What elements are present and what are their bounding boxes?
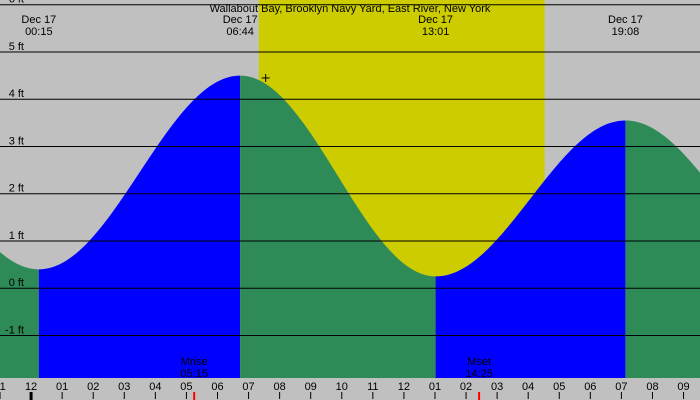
x-tick-label: 02 <box>87 381 99 393</box>
y-tick-label: 5 ft <box>9 41 24 53</box>
x-tick-label: 11 <box>0 381 6 393</box>
tide-event-time: 06:44 <box>226 26 254 38</box>
tide-event-date: Dec 17 <box>608 14 643 26</box>
x-tick-label: 10 <box>336 381 348 393</box>
midnight-marker <box>29 392 33 400</box>
y-tick-label: 1 ft <box>9 230 24 242</box>
x-tick-label: 02 <box>460 381 472 393</box>
moon-event-time: 05:15 <box>180 368 208 380</box>
x-tick-label: 03 <box>118 381 130 393</box>
x-tick-label: 08 <box>646 381 658 393</box>
y-tick-label: 6 ft <box>9 0 24 6</box>
tide-area-rising <box>38 75 241 378</box>
x-tick-label: 12 <box>398 381 410 393</box>
moon-event-name: Mset <box>467 356 491 368</box>
x-axis-ticks: 11 12 01 02 03 04 05 06 07 08 09 10 11 12 01 02 03 04 05 06… <box>0 381 690 400</box>
x-tick-label: 08 <box>274 381 286 393</box>
x-tick-label: 09 <box>677 381 689 393</box>
tide-area-falling <box>240 75 436 378</box>
y-tick-label: 3 ft <box>9 135 24 147</box>
y-tick-label: 2 ft <box>9 183 24 195</box>
x-tick-label: 12 <box>25 381 37 393</box>
x-tick-label: 09 <box>305 381 317 393</box>
tide-event-time: 13:01 <box>422 26 450 38</box>
x-tick-label: 05 <box>553 381 565 393</box>
x-tick-label: 04 <box>149 381 161 393</box>
tide-event-date: Dec 17 <box>223 14 258 26</box>
tide-area-falling <box>0 252 39 378</box>
tide-event-time: 19:08 <box>612 26 640 38</box>
now-marker-layer <box>261 73 270 82</box>
tide-area-layer <box>0 75 700 379</box>
y-tick-label: -1 ft <box>5 324 24 336</box>
x-tick-label: 11 <box>367 381 378 393</box>
chart-title: Wallabout Bay, Brooklyn Navy Yard, East … <box>210 3 491 15</box>
tide-event-time: 00:15 <box>25 26 53 38</box>
y-tick-label: 0 ft <box>9 277 24 289</box>
moon-event-time: 14:25 <box>465 368 493 380</box>
x-tick-label: 07 <box>615 381 627 393</box>
tide-area-rising <box>435 120 626 379</box>
tide-event-date: Dec 17 <box>418 14 453 26</box>
x-tick-label: 01 <box>429 381 441 393</box>
x-tick-label: 03 <box>491 381 503 393</box>
x-tick-label: 07 <box>242 381 254 393</box>
tide-event-date: Dec 17 <box>21 14 56 26</box>
tide-area-falling <box>625 120 700 379</box>
y-axis-labels: 6 ft 5 ft 4 ft 3 ft 2 ft 1 ft 0 ft -1 ft <box>5 0 24 336</box>
gridline-layer <box>0 4 700 336</box>
x-tick-label: 01 <box>56 381 68 393</box>
y-tick-label: 4 ft <box>9 88 24 100</box>
x-tick-label: 06 <box>584 381 596 393</box>
moon-event-name: Mrise <box>181 356 208 368</box>
x-tick-label: 06 <box>211 381 223 393</box>
x-tick-label: 05 <box>180 381 192 393</box>
x-tick-label: 04 <box>522 381 534 393</box>
